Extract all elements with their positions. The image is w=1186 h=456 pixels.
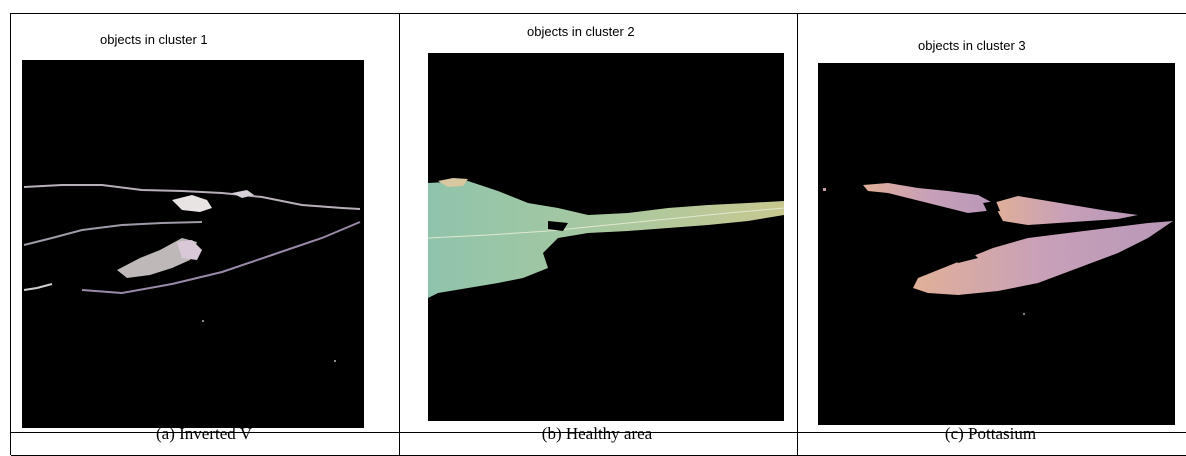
row-divider [11,432,1186,433]
caption-c: (c) Pottasium [944,424,1037,443]
potassium-deficiency-leaf-segments-icon [823,183,1173,315]
cluster-2-image [428,53,784,421]
inverted-v-leaf-segments-icon [23,184,361,362]
panel-title-cluster-1: objects in cluster 1 [100,32,208,47]
panel-title-cluster-2: objects in cluster 2 [527,24,635,39]
caption-b: (b) Healthy area [541,424,653,443]
healthy-leaf-segment-icon [428,178,784,298]
column-divider [399,14,400,456]
cluster-1-image [22,60,364,428]
caption-a: (a) Inverted V [156,424,252,443]
panel-title-cluster-3: objects in cluster 3 [918,38,1026,53]
cluster-3-image [818,63,1175,425]
column-divider [797,14,798,456]
